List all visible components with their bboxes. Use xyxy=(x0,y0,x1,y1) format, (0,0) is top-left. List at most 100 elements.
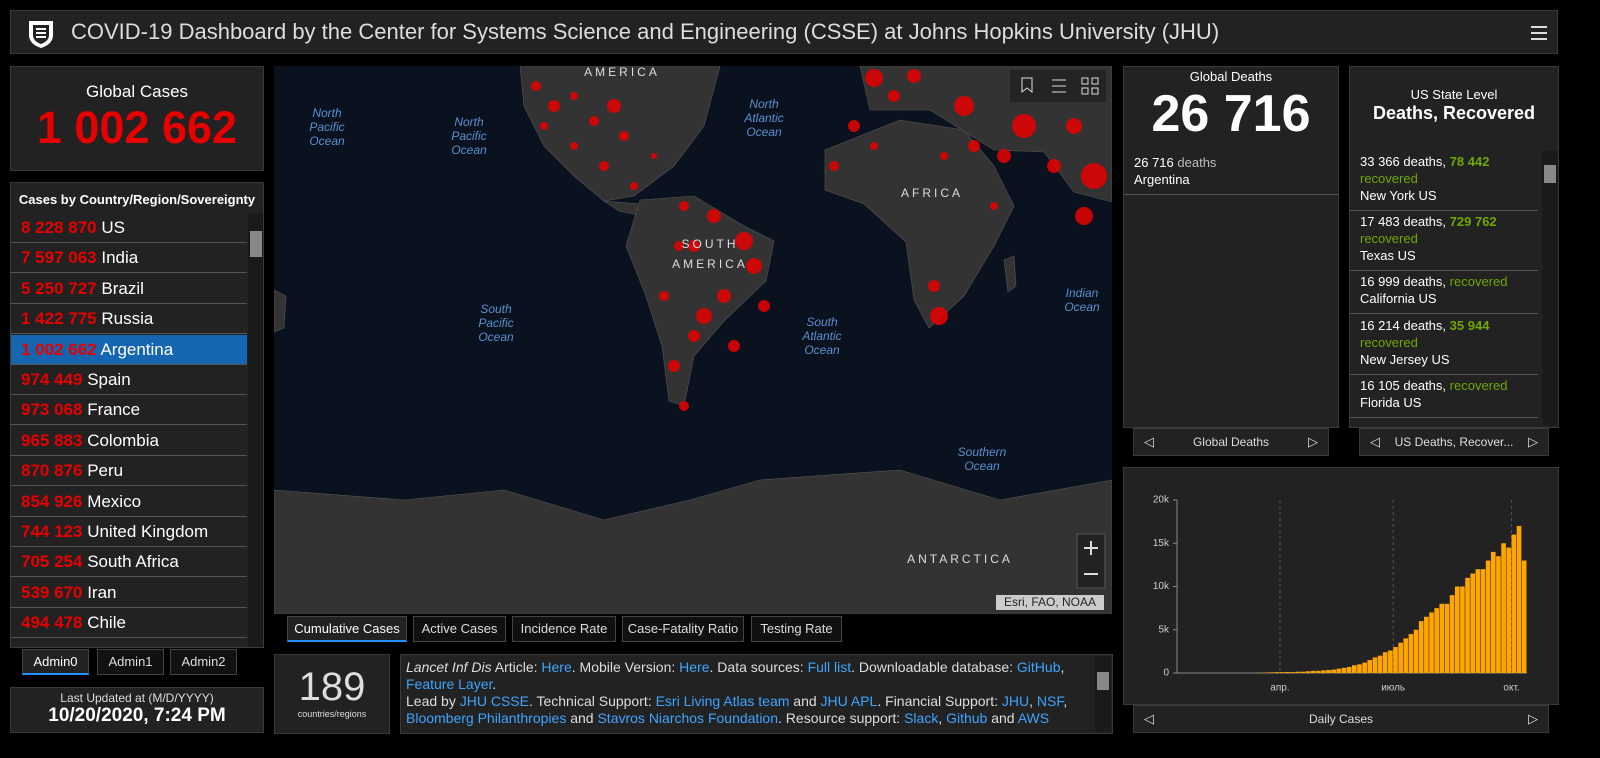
admin-tab[interactable]: Admin0 xyxy=(22,649,89,675)
country-row[interactable]: 744 123 United Kingdom xyxy=(11,517,247,547)
country-row[interactable]: 1 422 775 Russia xyxy=(11,304,247,335)
case-marker xyxy=(928,280,940,292)
prev-arrow[interactable]: ◁ xyxy=(1370,434,1380,449)
info-panel: Lancet Inf Dis Article: Here. Mobile Ver… xyxy=(400,654,1113,734)
bar xyxy=(1382,652,1388,673)
info-link[interactable]: GitHub xyxy=(1016,659,1061,675)
bar xyxy=(1300,671,1306,673)
country-row[interactable]: 705 254 South Africa xyxy=(11,547,247,578)
state-recovered-label: recovered xyxy=(1360,335,1418,350)
info-link[interactable]: AWS xyxy=(1017,710,1050,726)
case-marker xyxy=(1047,159,1061,173)
chart-nav: ◁ Daily Cases ▷ xyxy=(1133,705,1549,733)
land-label: ANTARCTICA xyxy=(907,552,1013,566)
state-item: 33 366 deaths, 78 442 recovered New York U… xyxy=(1350,147,1538,211)
legend-button[interactable] xyxy=(1052,79,1066,93)
ocean-label: Atlantic xyxy=(743,111,783,125)
deaths-value: 26 716 xyxy=(1151,85,1311,143)
state-recovered-label: recovered xyxy=(1360,231,1418,246)
country-row[interactable]: 965 883 Colombia xyxy=(11,426,247,456)
country-row[interactable]: 1 002 662 Argentina xyxy=(11,334,247,365)
menu-button[interactable] xyxy=(1529,23,1549,43)
us-scroll-thumb[interactable] xyxy=(1544,165,1556,183)
info-link[interactable]: Here xyxy=(679,659,710,675)
info-text-run: , xyxy=(1029,693,1037,709)
info-link[interactable]: Feature Layer xyxy=(406,676,493,692)
next-arrow[interactable]: ▷ xyxy=(1308,434,1318,449)
country-list-title: Cases by Country/Region/Sovereignty xyxy=(18,192,256,207)
country-row[interactable]: 7 597 063 India xyxy=(11,243,247,274)
info-link[interactable]: Github xyxy=(946,710,988,726)
info-link[interactable]: Full list xyxy=(807,659,852,675)
country-row[interactable]: 854 926 Mexico xyxy=(11,487,247,517)
map-toolbar xyxy=(1010,70,1106,102)
info-link[interactable]: JHU xyxy=(1001,693,1030,709)
country-row[interactable]: 870 876 Peru xyxy=(11,456,247,487)
info-link[interactable]: Bloomberg Philanthropies xyxy=(406,710,567,726)
map-tab[interactable]: Cumulative Cases xyxy=(287,616,407,642)
info-scrollbar[interactable] xyxy=(1095,656,1111,732)
bar xyxy=(1475,569,1481,673)
country-cases: 8 228 870 xyxy=(21,218,97,237)
map-tab[interactable]: Case-Fatality Ratio xyxy=(622,616,744,642)
prev-arrow[interactable]: ◁ xyxy=(1144,711,1154,726)
country-row[interactable]: 494 478 Chile xyxy=(11,608,247,639)
info-link[interactable]: NSF xyxy=(1036,693,1064,709)
bar xyxy=(1264,672,1270,673)
case-marker xyxy=(848,120,860,132)
info-link[interactable]: Slack xyxy=(904,710,939,726)
scrollbar[interactable] xyxy=(248,213,263,647)
jhu-logo xyxy=(29,21,53,48)
info-text-run: . Mobile Version: xyxy=(571,659,680,675)
state-place: New York US xyxy=(1360,188,1437,203)
next-arrow[interactable]: ▷ xyxy=(1528,711,1538,726)
info-text-run: Article: xyxy=(491,659,542,675)
country-row[interactable]: 5 250 727 Brazil xyxy=(11,274,247,304)
country-name: Iran xyxy=(87,582,117,602)
bar xyxy=(1367,660,1373,673)
info-link[interactable]: Here xyxy=(541,659,572,675)
info-link[interactable]: JHU APL xyxy=(820,693,878,709)
map-tab[interactable]: Incidence Rate xyxy=(512,616,616,642)
country-row[interactable]: 8 228 870 US xyxy=(11,213,247,243)
attribution: Esri, FAO, NOAA xyxy=(1004,595,1096,609)
us-scrollbar[interactable] xyxy=(1542,151,1558,425)
bar xyxy=(1310,670,1316,673)
ocean-label: Pacific xyxy=(451,129,486,143)
land xyxy=(274,66,1112,614)
info-scroll-thumb[interactable] xyxy=(1097,672,1109,690)
case-marker xyxy=(589,116,599,126)
country-row[interactable]: 974 449 Spain xyxy=(11,365,247,395)
country-row[interactable]: 973 068 France xyxy=(11,395,247,426)
bar xyxy=(1485,560,1491,673)
scroll-thumb[interactable] xyxy=(250,231,262,257)
zoom-in[interactable] xyxy=(1084,541,1098,555)
country-cases: 1 422 775 xyxy=(21,309,97,329)
state-recovered: 35 944 xyxy=(1449,318,1490,333)
country-row[interactable]: 539 670 Iran xyxy=(11,578,247,608)
basemap-button[interactable] xyxy=(1081,77,1099,95)
bar xyxy=(1315,670,1321,673)
info-link[interactable]: Stavros Niarchos Foundation xyxy=(597,710,779,726)
admin-tab[interactable]: Admin1 xyxy=(97,649,164,675)
map[interactable]: AMERICANorthPacificOceanNorthPacificOcea… xyxy=(274,66,1112,614)
info-link[interactable]: JHU CSSE xyxy=(459,693,529,709)
us-states-panel: US State Level Deaths, Recovered 33 366 … xyxy=(1349,66,1559,428)
last-updated-label: Last Updated at (M/D/YYYY) xyxy=(60,691,214,705)
bar xyxy=(1413,629,1419,673)
prev-arrow[interactable]: ◁ xyxy=(1144,434,1154,449)
admin-tab[interactable]: Admin2 xyxy=(170,649,237,675)
info-link[interactable]: Esri Living Atlas team xyxy=(655,693,790,709)
map-tab[interactable]: Testing Rate xyxy=(751,616,842,642)
ocean-label: Ocean xyxy=(309,134,345,148)
state-item: 16 214 deaths, 35 944 recovered New Jersey… xyxy=(1350,311,1538,375)
map-tab[interactable]: Active Cases xyxy=(413,616,506,642)
next-arrow[interactable]: ▷ xyxy=(1528,434,1538,449)
bar xyxy=(1398,642,1403,673)
bar xyxy=(1418,621,1424,673)
bookmark-button[interactable] xyxy=(1021,77,1033,94)
bar xyxy=(1496,556,1501,673)
case-marker xyxy=(688,240,700,252)
x-tick-label: июль xyxy=(1381,683,1405,694)
case-marker xyxy=(870,142,878,150)
